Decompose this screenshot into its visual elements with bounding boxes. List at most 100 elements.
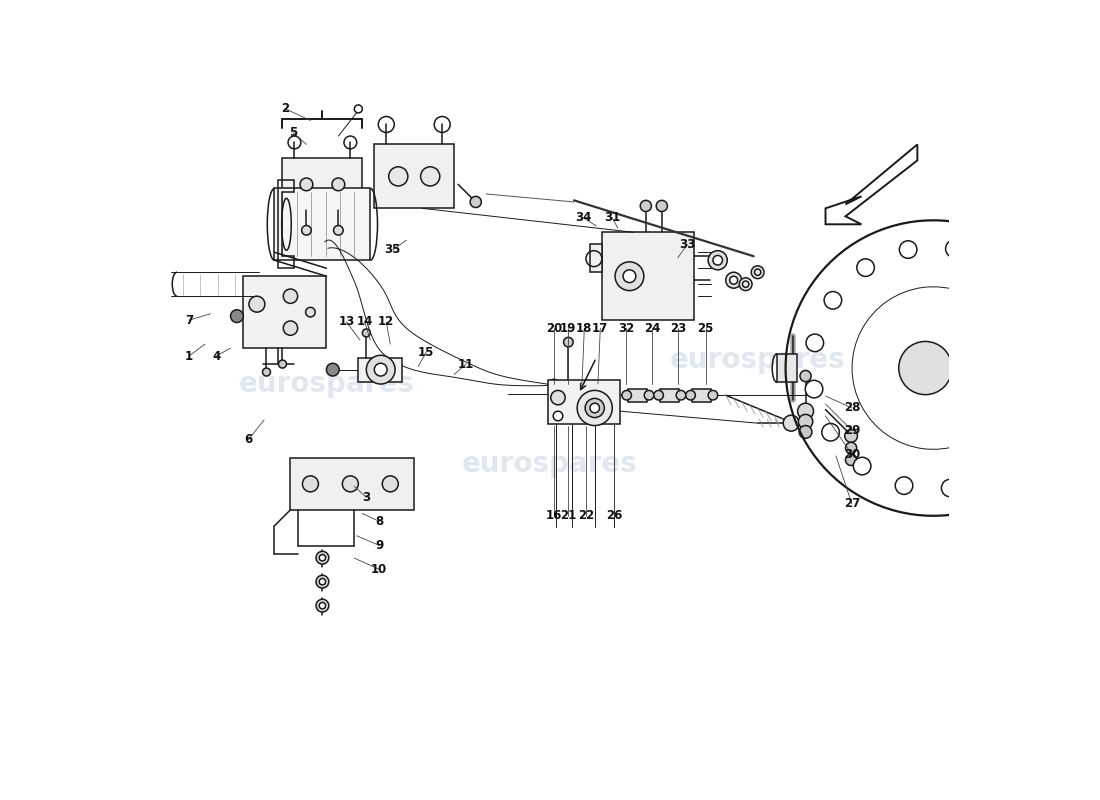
Text: eurospares: eurospares [239,370,415,398]
Circle shape [899,342,952,394]
Text: 28: 28 [844,402,860,414]
Text: 33: 33 [679,238,695,250]
Circle shape [805,380,823,398]
Circle shape [653,390,663,400]
Circle shape [383,476,398,492]
Circle shape [783,415,800,431]
Text: 12: 12 [378,315,395,328]
Text: 13: 13 [338,315,354,328]
Text: 4: 4 [212,350,220,362]
Polygon shape [275,188,371,260]
Circle shape [249,296,265,312]
Circle shape [420,167,440,186]
Circle shape [806,334,824,352]
Text: 1: 1 [185,350,194,362]
Polygon shape [359,358,403,382]
Circle shape [685,390,695,400]
Polygon shape [290,458,415,510]
Circle shape [800,370,811,382]
Circle shape [854,458,871,475]
Text: 11: 11 [458,358,474,370]
Polygon shape [590,244,602,272]
Circle shape [332,178,344,190]
Text: 31: 31 [604,211,620,225]
Circle shape [824,291,842,309]
Circle shape [895,477,913,494]
Text: 22: 22 [578,510,594,522]
Circle shape [615,262,644,290]
Circle shape [263,368,271,376]
Circle shape [640,200,651,211]
Circle shape [366,355,395,384]
Text: 15: 15 [418,346,434,358]
Circle shape [621,390,631,400]
Circle shape [751,266,764,278]
Circle shape [946,240,964,258]
Circle shape [316,551,329,564]
Circle shape [657,200,668,211]
Circle shape [319,578,326,585]
Circle shape [553,411,563,421]
Circle shape [284,321,298,335]
Circle shape [713,255,723,265]
Circle shape [563,338,573,347]
Text: 23: 23 [670,322,686,334]
Circle shape [726,272,741,288]
Text: 18: 18 [576,322,593,334]
Text: 35: 35 [385,243,400,256]
Circle shape [942,479,959,497]
Circle shape [799,414,813,429]
Circle shape [302,476,318,492]
Text: 17: 17 [592,322,608,334]
Text: 24: 24 [644,322,660,334]
Circle shape [739,278,752,290]
Text: 5: 5 [288,126,297,139]
Text: 21: 21 [560,510,576,522]
Circle shape [578,390,613,426]
Circle shape [708,250,727,270]
Text: 19: 19 [560,322,576,334]
Polygon shape [602,232,694,320]
Circle shape [284,289,298,303]
Circle shape [342,476,359,492]
Polygon shape [374,145,454,208]
Circle shape [319,554,326,561]
Text: 7: 7 [185,314,194,326]
Circle shape [645,390,653,400]
Circle shape [316,599,329,612]
Polygon shape [628,389,648,402]
Circle shape [900,241,917,258]
Circle shape [388,167,408,186]
Circle shape [278,360,286,368]
Text: 10: 10 [371,563,387,576]
Text: 6: 6 [244,434,252,446]
Circle shape [301,226,311,235]
Text: 32: 32 [618,322,634,334]
Text: 25: 25 [697,322,714,334]
Circle shape [470,196,482,207]
Circle shape [327,363,339,376]
Circle shape [845,430,858,442]
Circle shape [822,423,839,441]
Text: 30: 30 [844,448,860,461]
Polygon shape [549,380,620,423]
Circle shape [846,454,857,466]
Circle shape [590,403,600,413]
Circle shape [551,390,565,405]
Text: 3: 3 [362,491,371,504]
Circle shape [708,390,717,400]
Text: 8: 8 [375,515,383,528]
Circle shape [306,307,316,317]
Text: 29: 29 [844,424,860,437]
Text: 20: 20 [546,322,562,334]
Circle shape [623,270,636,282]
Text: eurospares: eurospares [670,346,846,374]
Circle shape [800,426,812,438]
Polygon shape [777,354,797,382]
Text: 2: 2 [280,102,289,115]
Circle shape [676,390,685,400]
Text: 16: 16 [546,510,562,522]
Text: 34: 34 [575,211,592,225]
Circle shape [846,442,857,454]
Polygon shape [825,145,917,224]
